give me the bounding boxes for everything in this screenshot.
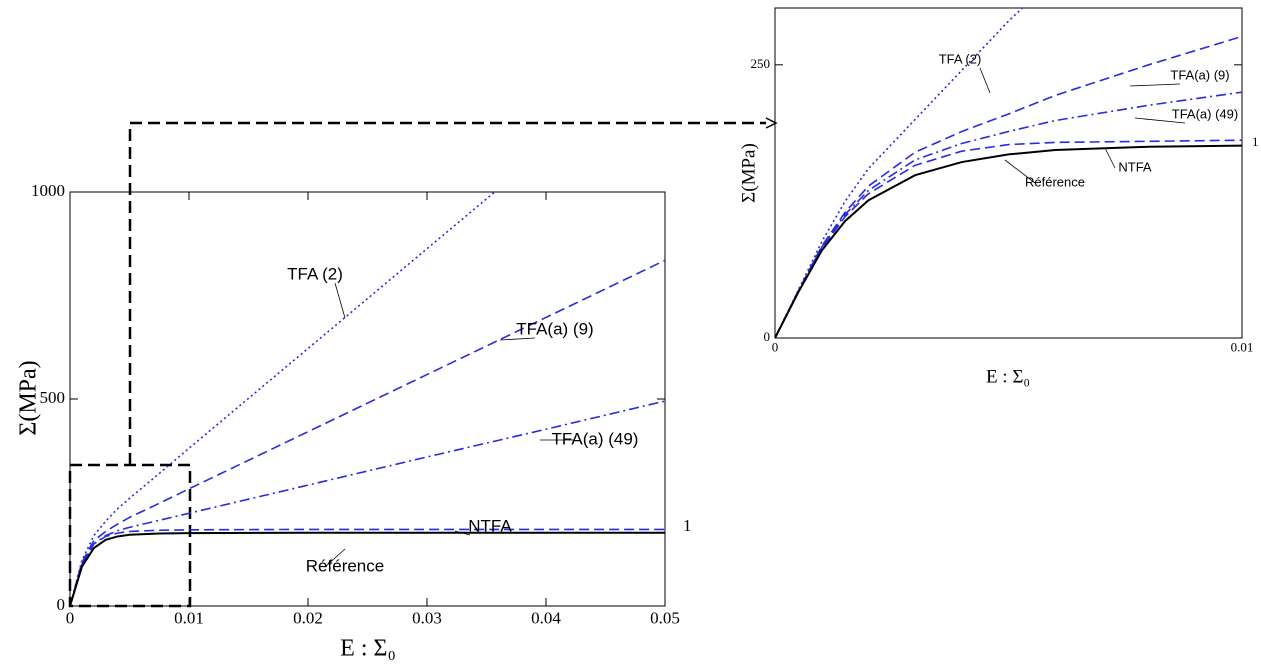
series-line: [70, 192, 496, 606]
series-label: NTFA: [1118, 159, 1152, 174]
series-label: NTFA: [468, 516, 512, 535]
x-tick-label: 0.03: [412, 609, 442, 628]
series-line: [775, 8, 1024, 338]
label-leader: [334, 282, 346, 319]
series-line: [775, 139, 1242, 338]
series-label: Référence: [306, 556, 384, 575]
x-axis-label: E : Σ₀: [340, 636, 396, 662]
series-line: [775, 91, 1242, 338]
x-tick-label: 0.02: [293, 609, 323, 628]
x-axis-label: E : Σ₀: [986, 366, 1030, 387]
x-tick-label: 0.05: [650, 609, 680, 628]
label-leader: [1129, 83, 1181, 87]
annotation: 1: [683, 516, 692, 535]
label-leader: [324, 548, 346, 568]
label-leader: [1004, 159, 1036, 184]
annotation: 1: [1252, 134, 1259, 149]
series-label: TFA(a) (9): [1170, 67, 1229, 82]
label-leader: [1104, 147, 1116, 169]
arrow-head: [765, 117, 778, 129]
y-axis-label: Σ(MPa): [738, 143, 759, 203]
series-line: [70, 528, 665, 606]
label-leader: [499, 337, 536, 341]
y-tick-label: 1000: [31, 181, 65, 200]
series-line: [775, 35, 1242, 338]
x-tick-label: 0.04: [531, 609, 561, 628]
plot-frame: [69, 191, 666, 607]
series-label: TFA (2): [287, 264, 343, 283]
y-tick-label: 250: [751, 56, 771, 71]
series-label: TFA(a) (49): [1172, 106, 1238, 121]
y-tick-label: 500: [40, 388, 66, 407]
y-axis-label: Σ(MPa): [16, 360, 42, 435]
y-tick-label: 0: [764, 329, 771, 344]
y-tick-label: 0: [57, 595, 66, 614]
series-line: [70, 259, 665, 606]
x-tick-label: 0: [772, 339, 779, 354]
x-tick-label: 0: [66, 609, 75, 628]
series-line: [70, 531, 665, 606]
label-leader: [979, 67, 991, 94]
series-label: Référence: [1025, 174, 1085, 189]
series-label: TFA(a) (49): [552, 429, 639, 448]
series-line: [775, 144, 1242, 338]
series-label: TFA (2): [939, 51, 982, 66]
label-leader: [1134, 117, 1186, 124]
x-tick-label: 0.01: [174, 609, 204, 628]
series-label: TFA(a) (9): [516, 319, 593, 338]
zoom-connector: [128, 121, 766, 465]
plot-frame: [774, 7, 1243, 339]
x-tick-label: 0.01: [1231, 339, 1254, 354]
